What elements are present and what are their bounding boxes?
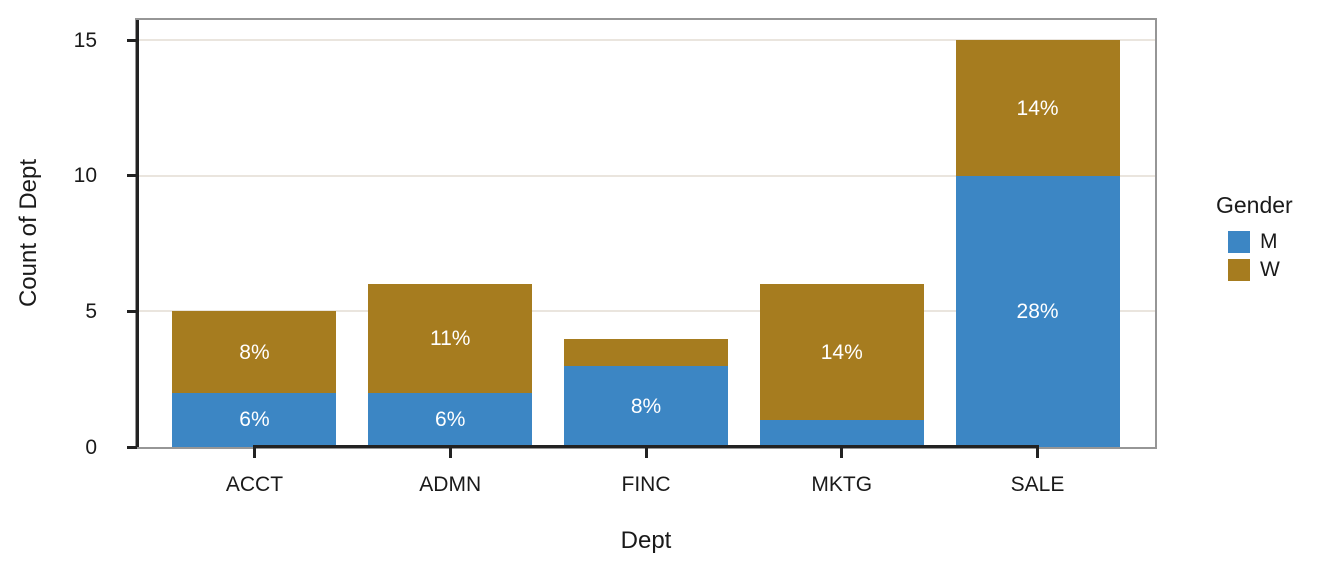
x-tick-label-admn: ADMN: [419, 473, 482, 496]
legend-item-m: M: [1228, 231, 1293, 253]
legend-label-m: M: [1260, 230, 1278, 253]
bar-label-w-admn: 11%: [429, 327, 471, 351]
gridline-y-10: [137, 174, 1155, 177]
y-tick-label-0: 0: [85, 435, 97, 459]
y-tick-mark-10: [127, 174, 137, 178]
x-tick-label-acct: ACCT: [225, 473, 284, 496]
legend-title: Gender: [1216, 192, 1293, 218]
bar-segment-m-mktg: [759, 419, 924, 447]
bar-segment-w-mktg: 14%: [759, 284, 924, 420]
x-tick-mark-admn: [448, 447, 452, 458]
x-tick-mark-finc: [644, 447, 648, 458]
y-tick-label-15: 15: [73, 28, 97, 52]
bar-segment-m-finc: 8%: [564, 365, 728, 447]
y-axis-line: [136, 20, 139, 447]
bar-label-m-sale: 28%: [1016, 299, 1059, 323]
bar-label-m-finc: 8%: [630, 394, 662, 418]
x-tick-label-sale: SALE: [1010, 473, 1065, 496]
legend-swatch-w: [1228, 259, 1250, 281]
x-tick-label-finc: FINC: [621, 473, 671, 496]
plot-panel: 6% 8% 6% 11% 8% 14% 28% 14%: [135, 18, 1157, 449]
x-tick-mark-sale: [1036, 447, 1040, 458]
bar-segment-w-admn: 11%: [368, 284, 533, 393]
legend-swatch-m: [1228, 231, 1250, 253]
x-axis-title: Dept: [620, 527, 672, 554]
y-tick-mark-0: [127, 445, 137, 449]
gridline-y-5: [137, 310, 1155, 313]
x-tick-mark-mktg: [840, 447, 844, 458]
bar-label-w-mktg: 14%: [820, 340, 863, 364]
y-tick-mark-5: [127, 309, 137, 313]
bar-segment-m-admn: 6%: [368, 392, 533, 447]
bar-segment-w-finc: [564, 338, 728, 366]
gridline-y-15: [137, 39, 1155, 42]
y-tick-label-5: 5: [85, 299, 97, 323]
x-tick-mark-acct: [252, 447, 256, 458]
bar-label-w-sale: 14%: [1016, 96, 1059, 120]
legend-item-w: W: [1228, 259, 1293, 281]
y-tick-label-10: 10: [73, 164, 97, 188]
bar-segment-w-sale: 14%: [955, 40, 1120, 176]
bar-segment-m-sale: 28%: [955, 175, 1120, 447]
bar-segment-w-acct: 8%: [172, 311, 337, 393]
legend-label-w: W: [1260, 258, 1280, 281]
x-tick-label-mktg: MKTG: [811, 473, 873, 496]
bar-segment-m-acct: 6%: [172, 392, 337, 447]
y-tick-mark-15: [127, 38, 137, 42]
bar-label-w-acct: 8%: [239, 340, 270, 364]
bar-label-m-acct: 6%: [239, 408, 270, 432]
bar-label-m-admn: 6%: [435, 408, 466, 432]
